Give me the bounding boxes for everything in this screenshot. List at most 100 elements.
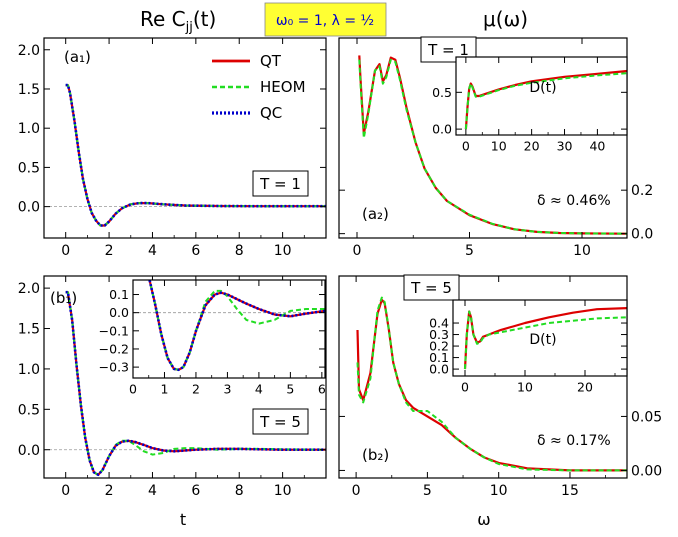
y-tick-label: 1.0 bbox=[18, 362, 40, 378]
parameter-label: ω₀ = 1, λ = ½ bbox=[276, 13, 374, 29]
x-tick-label: 4 bbox=[255, 382, 263, 397]
panel-label: (a₁) bbox=[64, 48, 91, 66]
y-tick-label: 0.2 bbox=[631, 183, 653, 199]
panel-a2: 0 5 10 0.0 0.2 (a₂) δ ≈ 0.46% T = 1 bbox=[338, 36, 653, 259]
axes-frame bbox=[132, 279, 326, 379]
y-tick-label: −0.2 bbox=[99, 341, 129, 356]
x-tick-label: 10 bbox=[517, 380, 533, 395]
panel-label: (b₁) bbox=[50, 289, 77, 307]
series-line-qc bbox=[65, 290, 326, 477]
y-tick-label: 0.00 bbox=[631, 463, 662, 479]
panel-b1: 0 2 4 6 8 100.00.51.01.52.0 (b₁)T = 5 bbox=[18, 275, 327, 499]
legend-label: QC bbox=[260, 104, 282, 122]
series-line-heom bbox=[464, 72, 627, 130]
delta-label: δ ≈ 0.17% bbox=[537, 433, 611, 449]
y-tick-label: −0.1 bbox=[99, 323, 129, 338]
y-tick-label: 0.0 bbox=[109, 305, 129, 320]
panel-label: (a₂) bbox=[362, 205, 389, 223]
y-tick-label: 0.0 bbox=[631, 227, 653, 243]
x-axis-label-right: ω bbox=[477, 510, 490, 529]
inset-background bbox=[456, 57, 627, 135]
y-tick-label: 0.2 bbox=[429, 339, 449, 354]
y-tick-label: 0.5 bbox=[432, 85, 452, 100]
series-line-qc bbox=[65, 83, 326, 227]
inset-label: D(t) bbox=[529, 80, 556, 96]
temperature-label-box bbox=[403, 274, 460, 301]
left-column-title: Re Cjj(t) bbox=[140, 7, 216, 35]
panel-b2: 0 5 10 15 0.00 0.05 (b₂) δ ≈ 0.17% T = 5 bbox=[338, 274, 662, 499]
x-tick-label: 10 bbox=[274, 483, 292, 499]
panel-a1: 0 2 4 6 8 10 0.0 0.5 1.0 1.5 2.0 (a₁) T = 1 bbox=[18, 37, 327, 259]
panel-a2-inset: 0 10 20 30 40 0.0 0.5 D(t) bbox=[432, 56, 628, 154]
panel-b1-inset: 0 1 2 3 4 5 6 −0.3 −0.2 −0.1 0.0 0.1 bbox=[99, 279, 326, 397]
temperature-label: T = 5 bbox=[410, 279, 452, 297]
x-tick-label: 0 bbox=[352, 483, 361, 499]
series-line-heom bbox=[358, 58, 627, 235]
delta-label: δ ≈ 0.46% bbox=[537, 193, 611, 209]
x-tick-label: 8 bbox=[235, 483, 244, 499]
y-tick-label: 0.5 bbox=[18, 402, 40, 418]
x-axis-label-left: t bbox=[180, 510, 186, 529]
x-tick-label: 4 bbox=[148, 243, 157, 259]
x-tick-label: 5 bbox=[465, 243, 474, 259]
series-line-heom bbox=[464, 310, 627, 370]
panel-label: (b₂) bbox=[362, 446, 389, 464]
x-tick-label: 1 bbox=[160, 382, 168, 397]
y-tick-label: 0.5 bbox=[18, 160, 40, 176]
y-tick-label: 0.05 bbox=[631, 409, 662, 425]
series-line-qt bbox=[65, 84, 326, 227]
x-tick-label: 8 bbox=[235, 243, 244, 259]
y-tick-label: 1.5 bbox=[18, 322, 40, 338]
x-tick-label: 2 bbox=[105, 483, 114, 499]
x-tick-label: 20 bbox=[577, 380, 593, 395]
x-tick-label: 20 bbox=[524, 139, 540, 154]
x-tick-label: 0 bbox=[61, 483, 70, 499]
axes-frame bbox=[338, 275, 628, 479]
x-tick-label: 30 bbox=[557, 139, 573, 154]
y-tick-label: 0.4 bbox=[429, 316, 449, 331]
x-tick-label: 2 bbox=[105, 243, 114, 259]
x-tick-label: 4 bbox=[148, 483, 157, 499]
y-tick-label: −0.3 bbox=[99, 360, 129, 375]
parameter-box bbox=[264, 2, 387, 37]
x-tick-label: 10 bbox=[491, 139, 507, 154]
axes-frame bbox=[43, 275, 327, 479]
x-tick-label: 6 bbox=[191, 243, 200, 259]
series-line-heom bbox=[356, 296, 627, 472]
y-tick-label: 1.5 bbox=[18, 82, 40, 98]
x-tick-label: 6 bbox=[191, 483, 200, 499]
panel-b2-inset: 0 10 20 0.00.10.20.30.4 D(t) bbox=[429, 299, 628, 395]
x-tick-label: 15 bbox=[561, 483, 579, 499]
inset-label: D(t) bbox=[529, 332, 556, 348]
x-tick-label: 0 bbox=[462, 139, 470, 154]
y-tick-label: 0.0 bbox=[18, 443, 40, 459]
y-tick-label: 0.1 bbox=[429, 350, 449, 365]
temperature-label: T = 5 bbox=[259, 413, 301, 431]
x-tick-label: 2 bbox=[192, 382, 200, 397]
temperature-label: T = 1 bbox=[259, 175, 301, 193]
y-tick-label: 0.0 bbox=[429, 362, 449, 377]
axes-frame bbox=[338, 37, 628, 239]
legend: QT HEOM QC bbox=[212, 52, 306, 122]
temperature-label-box bbox=[252, 408, 309, 435]
x-tick-label: 0 bbox=[129, 382, 137, 397]
y-tick-label: 0.0 bbox=[18, 200, 40, 216]
x-tick-label: 10 bbox=[274, 243, 292, 259]
axes-frame bbox=[455, 56, 628, 136]
x-tick-label: 6 bbox=[318, 382, 326, 397]
legend-label: HEOM bbox=[260, 78, 306, 96]
x-tick-label: 10 bbox=[490, 483, 508, 499]
y-tick-label: 0.0 bbox=[432, 122, 452, 137]
x-tick-label: 0 bbox=[353, 243, 362, 259]
right-column-title: μ(ω) bbox=[483, 7, 528, 31]
x-tick-label: 40 bbox=[589, 139, 605, 154]
temperature-label-box bbox=[252, 170, 309, 197]
y-tick-label: 2.0 bbox=[18, 43, 40, 59]
x-tick-label: 5 bbox=[423, 483, 432, 499]
y-tick-label: 0.1 bbox=[109, 287, 129, 302]
axes-frame bbox=[43, 37, 327, 239]
x-tick-label: 0 bbox=[61, 243, 70, 259]
x-tick-label: 3 bbox=[223, 382, 231, 397]
series-line-heom bbox=[65, 84, 326, 227]
